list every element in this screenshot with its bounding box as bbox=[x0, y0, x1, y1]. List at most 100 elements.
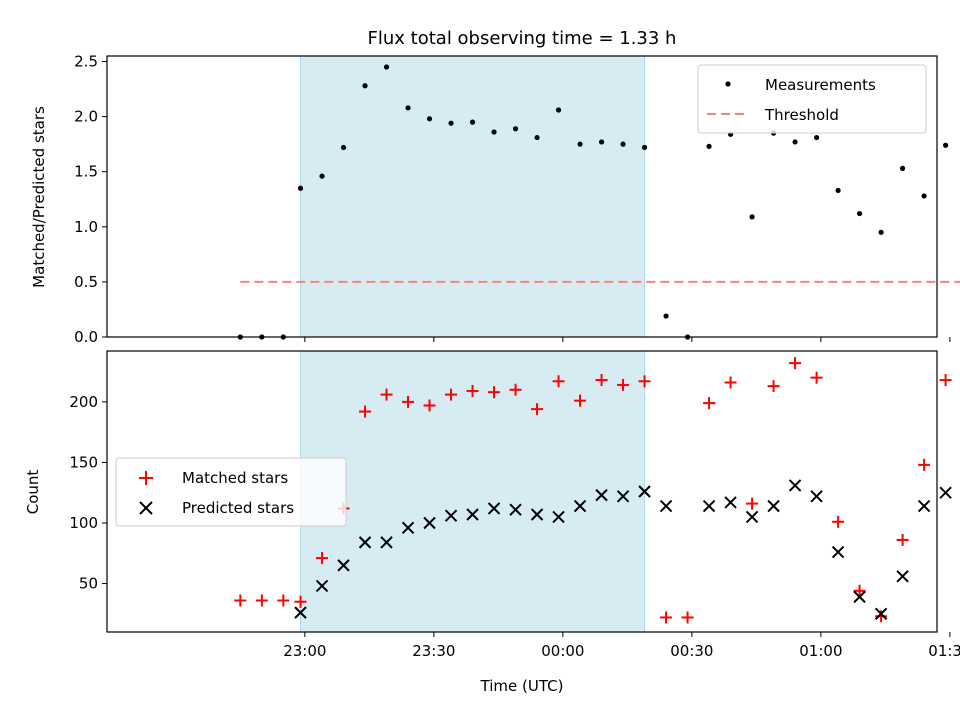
predicted-star-point bbox=[745, 510, 759, 524]
matched-star-point bbox=[681, 611, 694, 624]
top-shaded-interval bbox=[300, 55, 646, 338]
matched-star-point bbox=[638, 375, 651, 388]
matched-star-point bbox=[488, 386, 501, 399]
x-tick-label: 00:00 bbox=[541, 642, 584, 660]
measurement-point bbox=[943, 142, 949, 148]
matched-star-point bbox=[445, 388, 458, 401]
matched-star-point bbox=[466, 384, 479, 397]
predicted-star-point bbox=[466, 508, 479, 521]
matched-star-point bbox=[660, 611, 673, 624]
predicted-star-point bbox=[595, 488, 608, 502]
predicted-star-point bbox=[337, 559, 350, 572]
matched-star-point bbox=[359, 405, 372, 418]
legend-marker-measurements bbox=[725, 81, 731, 87]
measurement-point bbox=[340, 144, 347, 151]
predicted-star-point bbox=[831, 545, 845, 559]
measurement-point bbox=[577, 141, 583, 147]
measurement-point bbox=[813, 134, 820, 141]
x-tick-label: 01:00 bbox=[799, 642, 842, 660]
predicted-star-point bbox=[810, 490, 823, 503]
predicted-star-point bbox=[638, 485, 651, 498]
bottom-y-tick-label: 200 bbox=[69, 393, 98, 411]
matched-star-point bbox=[531, 403, 544, 416]
matched-star-point bbox=[853, 584, 866, 597]
predicted-star-point bbox=[573, 499, 587, 513]
matched-star-point bbox=[703, 397, 716, 410]
top-y-tick-label: 2.5 bbox=[74, 53, 98, 71]
matched-star-point bbox=[380, 388, 393, 401]
measurement-point bbox=[469, 119, 476, 125]
predicted-star-point bbox=[896, 570, 909, 583]
measurement-point bbox=[297, 185, 304, 191]
measurement-point bbox=[749, 214, 755, 220]
measurement-point bbox=[426, 116, 433, 122]
predicted-star-point bbox=[315, 579, 329, 593]
predicted-star-point bbox=[767, 499, 780, 513]
legend-marker-predicted bbox=[139, 501, 153, 515]
predicted-star-point bbox=[552, 510, 565, 524]
predicted-star-point bbox=[444, 509, 458, 522]
matched-star-point bbox=[234, 594, 247, 607]
predicted-stars-series bbox=[294, 479, 952, 621]
x-tick-label: 23:00 bbox=[283, 642, 326, 660]
top-legend: Measurements Threshold bbox=[697, 64, 927, 134]
top-y-tick-label: 1.0 bbox=[74, 218, 98, 236]
predicted-star-point bbox=[659, 499, 673, 513]
matched-star-point bbox=[746, 497, 759, 510]
matched-star-point bbox=[767, 380, 780, 393]
matched-star-point bbox=[277, 594, 290, 607]
measurement-point bbox=[405, 105, 411, 111]
top-y-tick-label: 2.0 bbox=[74, 108, 98, 126]
matched-star-point bbox=[423, 399, 436, 412]
top-axes-frame bbox=[106, 55, 938, 338]
measurement-point bbox=[792, 139, 798, 145]
measurement-point bbox=[491, 129, 497, 135]
predicted-star-point bbox=[939, 486, 952, 499]
predicted-star-point bbox=[616, 490, 630, 503]
x-tick-label: 01:30 bbox=[928, 642, 960, 660]
legend-label-measurements: Measurements bbox=[765, 76, 876, 94]
predicted-star-point bbox=[487, 502, 501, 515]
matched-star-point bbox=[939, 374, 952, 387]
matched-star-point bbox=[724, 376, 737, 389]
matched-star-point bbox=[810, 371, 823, 384]
matched-stars-series bbox=[234, 357, 952, 624]
predicted-star-point bbox=[380, 536, 393, 549]
matched-star-point bbox=[402, 395, 415, 408]
top-y-tick-label: 0.0 bbox=[74, 328, 98, 346]
bottom-axes-frame bbox=[106, 350, 938, 633]
top-x-ticks bbox=[304, 337, 951, 342]
legend-label-threshold: Threshold bbox=[764, 106, 839, 124]
bottom-y-axis-label: Count bbox=[24, 470, 42, 515]
measurement-point bbox=[534, 134, 540, 141]
legend-label-matched: Matched stars bbox=[182, 469, 288, 487]
predicted-star-point bbox=[509, 503, 522, 516]
predicted-star-point bbox=[702, 499, 716, 513]
measurement-point bbox=[878, 229, 884, 235]
measurement-point bbox=[512, 126, 519, 132]
bottom-shaded-interval bbox=[300, 350, 646, 633]
predicted-star-point bbox=[530, 508, 544, 521]
matched-star-point bbox=[255, 594, 268, 607]
predicted-star-point bbox=[423, 516, 436, 530]
chart-title: Flux total observing time = 1.33 h bbox=[368, 28, 677, 49]
predicted-star-point bbox=[294, 606, 307, 619]
predicted-star-point bbox=[853, 590, 866, 604]
legend-marker-matched bbox=[139, 471, 153, 485]
measurement-point bbox=[641, 144, 648, 151]
top-y-axis-label: Matched/Predicted stars bbox=[30, 106, 48, 288]
measurement-point bbox=[899, 165, 906, 171]
top-y-tick-label: 0.5 bbox=[74, 273, 98, 291]
predicted-star-point bbox=[401, 521, 415, 535]
matched-star-point bbox=[875, 610, 888, 623]
matched-star-point bbox=[509, 383, 522, 396]
measurement-point bbox=[598, 139, 605, 145]
measurement-point bbox=[448, 120, 454, 126]
bottom-x-ticks: 23:00 23:30 00:00 00:30 01:00 01:30 bbox=[283, 632, 960, 660]
predicted-star-point bbox=[788, 479, 802, 492]
bottom-y-tick-label: 100 bbox=[69, 514, 98, 532]
measurement-point bbox=[856, 210, 863, 217]
matched-star-point bbox=[832, 515, 845, 528]
matched-star-point bbox=[294, 595, 307, 608]
